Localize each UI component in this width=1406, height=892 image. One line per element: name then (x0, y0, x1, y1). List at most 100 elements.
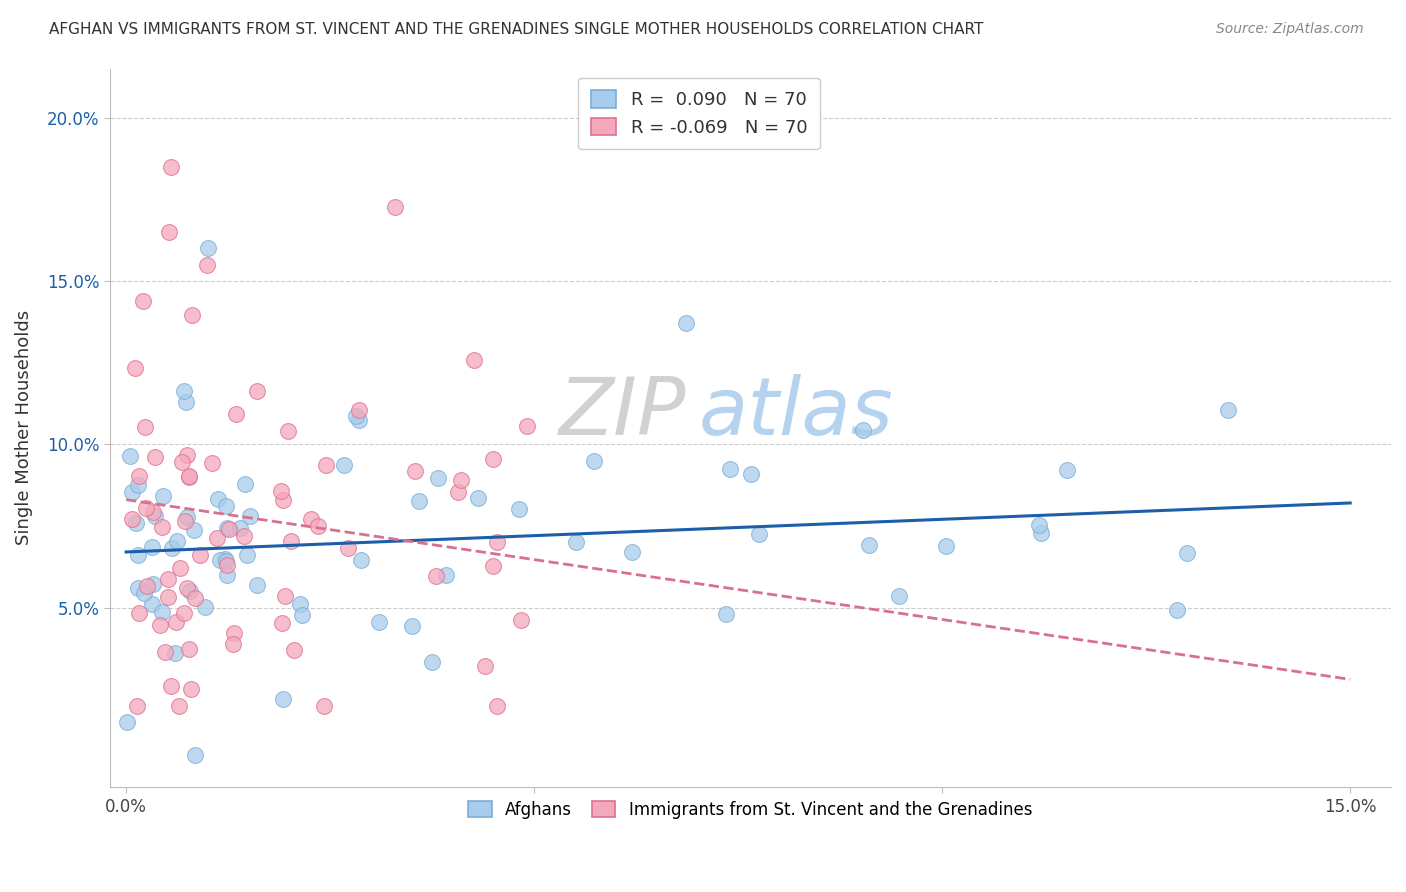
Point (176, 582, 198, 596)
Point (222, 626, 245, 640)
Point (150, 519, 173, 533)
Point (218, 522, 240, 536)
Point (347, 413, 370, 427)
Point (246, 384, 269, 398)
Point (217, 567, 239, 582)
Point (720, 462, 742, 476)
Point (233, 476, 256, 491)
Legend: Afghans, Immigrants from St. Vincent and the Grenadines: Afghans, Immigrants from St. Vincent and… (461, 794, 1039, 826)
Point (135, 500, 157, 515)
Point (165, 615, 187, 629)
Point (447, 485, 470, 500)
Point (427, 470, 450, 484)
Text: Source: ZipAtlas.com: Source: ZipAtlas.com (1216, 22, 1364, 37)
Point (229, 521, 252, 535)
Point (274, 590, 297, 604)
Point (143, 509, 166, 524)
Text: atlas: atlas (699, 375, 894, 452)
Point (858, 537, 880, 551)
Point (207, 491, 229, 506)
Point (277, 424, 299, 438)
Point (195, 258, 218, 272)
Point (463, 353, 485, 368)
Point (486, 535, 509, 549)
Point (152, 489, 174, 503)
Point (149, 617, 172, 632)
Point (181, 308, 204, 322)
Point (128, 469, 150, 483)
Point (183, 524, 205, 538)
Point (368, 615, 391, 630)
Point (142, 577, 165, 591)
Point (273, 493, 295, 508)
Point (153, 645, 176, 659)
Point (246, 578, 269, 592)
Point (474, 658, 496, 673)
Point (179, 641, 201, 656)
Point (1166, 603, 1188, 617)
Point (675, 316, 697, 330)
Point (315, 458, 337, 473)
Point (142, 505, 165, 519)
Point (215, 554, 238, 568)
Point (467, 491, 489, 505)
Point (176, 509, 198, 524)
Point (209, 553, 232, 567)
Point (225, 407, 247, 421)
Point (887, 589, 910, 603)
Point (150, 605, 173, 619)
Point (1056, 463, 1078, 477)
Point (1028, 518, 1050, 533)
Point (177, 470, 200, 484)
Point (172, 455, 194, 469)
Point (184, 591, 207, 606)
Point (136, 579, 159, 593)
Point (434, 567, 457, 582)
Point (288, 597, 311, 611)
Point (271, 616, 294, 631)
Point (127, 478, 149, 492)
Point (128, 606, 150, 620)
Point (157, 225, 180, 239)
Point (852, 423, 875, 437)
Point (174, 514, 197, 528)
Point (1029, 526, 1052, 541)
Point (125, 698, 148, 713)
Point (408, 493, 430, 508)
Point (173, 606, 195, 620)
Point (188, 549, 211, 563)
Point (582, 453, 605, 467)
Point (134, 420, 156, 434)
Point (157, 590, 180, 604)
Point (336, 541, 359, 555)
Point (283, 643, 305, 657)
Point (404, 464, 426, 478)
Point (481, 451, 503, 466)
Point (299, 511, 322, 525)
Point (740, 467, 762, 482)
Point (159, 160, 181, 174)
Point (176, 448, 198, 462)
Point (121, 485, 143, 500)
Point (222, 636, 245, 650)
Point (174, 394, 197, 409)
Point (349, 402, 371, 417)
Point (173, 384, 195, 398)
Point (236, 548, 259, 562)
Point (748, 527, 770, 541)
Point (482, 558, 505, 573)
Point (425, 569, 447, 583)
Point (124, 360, 146, 375)
Point (141, 540, 163, 554)
Point (127, 581, 149, 595)
Point (486, 698, 509, 713)
Point (131, 293, 153, 308)
Point (194, 600, 217, 615)
Point (344, 409, 367, 423)
Point (141, 597, 163, 611)
Point (714, 607, 737, 621)
Point (270, 483, 292, 498)
Point (420, 655, 443, 669)
Point (1175, 546, 1198, 560)
Point (217, 520, 239, 534)
